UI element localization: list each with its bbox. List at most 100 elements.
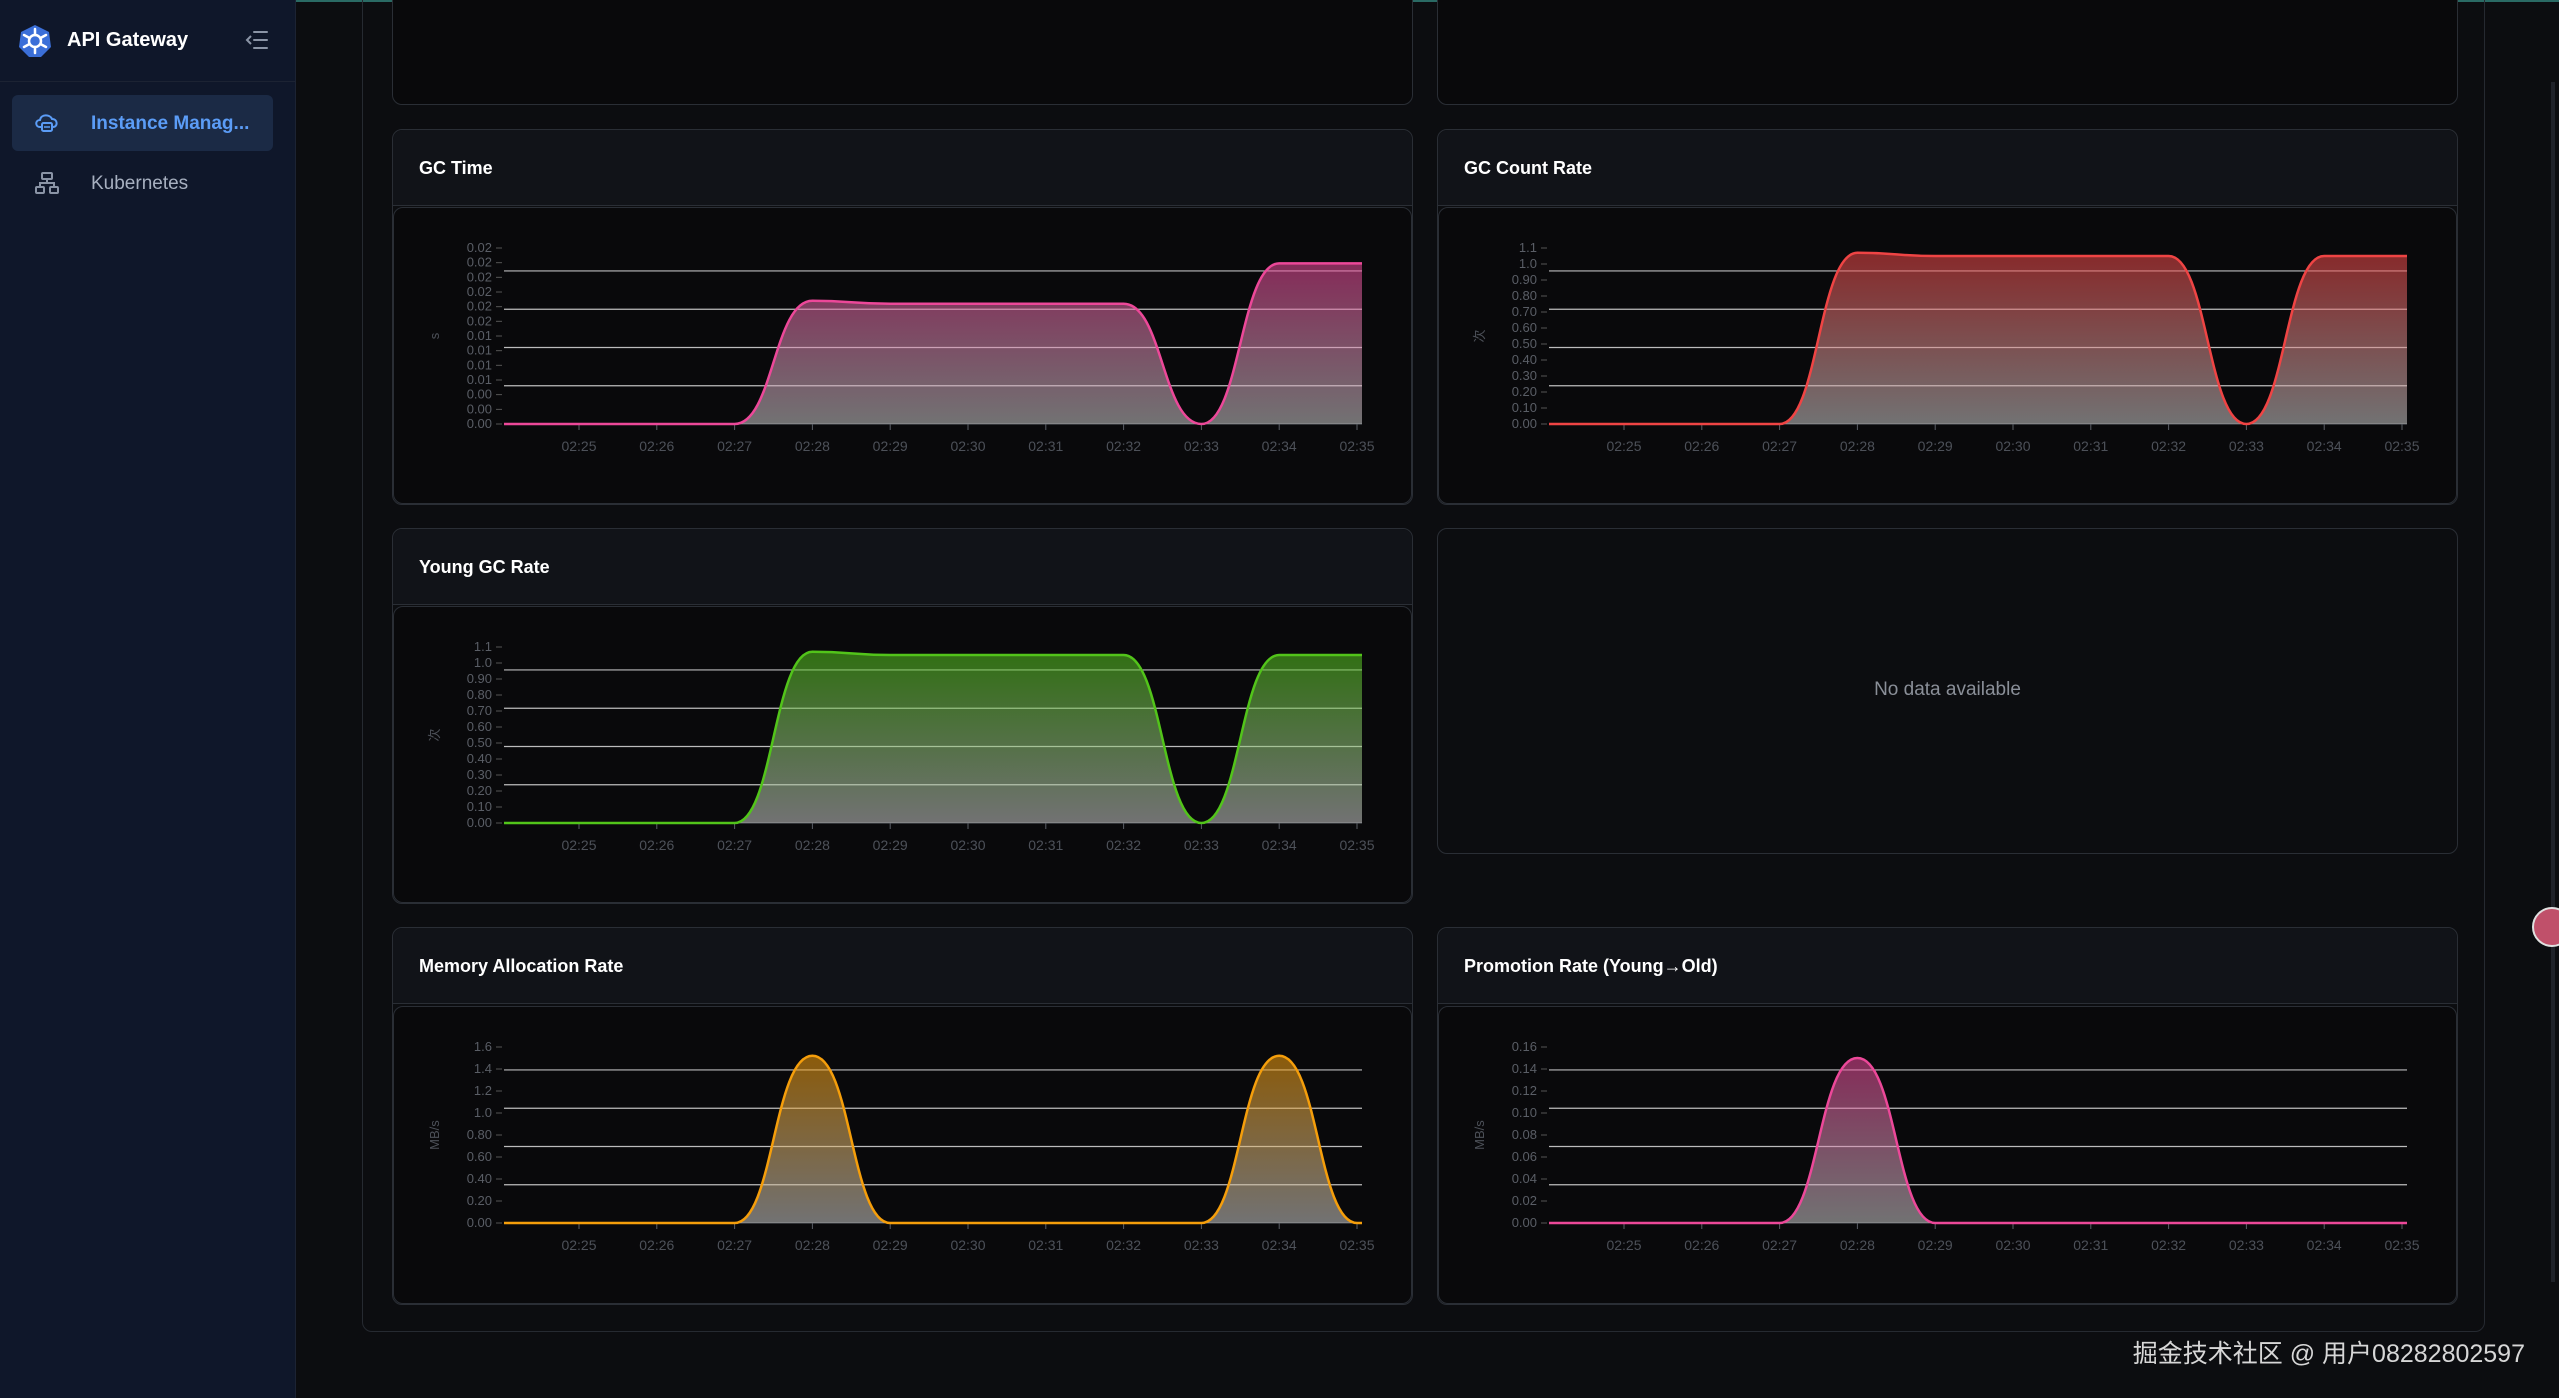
y-tick-label: 0.50 [467,735,492,750]
panel-title: GC Count Rate [1464,158,1592,178]
chart-gc-count-rate-svg: 0.000.100.200.300.400.500.600.700.800.90… [1472,240,2420,454]
chart-promotion-rate: 0.00 0.02 0.04 0.06 0.08 0.10 0.12 0.14 0.16 MB/s… [1438,1006,2457,1304]
panel-header: Promotion Rate (Young→Old) [1438,928,2457,1004]
x-tick-label: 02:26 [1684,1237,1719,1253]
dashboard-container [362,0,2485,1332]
y-tick-label: 0.90 [467,671,492,686]
sidebar-item-instance-management[interactable]: Instance Manag... [12,95,273,151]
y-tick-label: 0.20 [467,783,492,798]
x-tick-label: 02:30 [1995,438,2030,454]
y-tick-label: 1.0 [1519,256,1537,271]
x-tick-label: 02:33 [1184,837,1219,853]
y-tick-label: 0.00 [467,815,492,830]
x-tick-label: 02:29 [873,1237,908,1253]
x-tick-label: 02:31 [2073,1237,2108,1253]
sidebar-item-label: Kubernetes [91,173,189,194]
floating-action-button[interactable] [2532,907,2559,947]
scrollbar-track[interactable] [2551,82,2555,1282]
y-tick-label: 0.20 [467,1193,492,1208]
y-axis-label: MB/s [427,1120,442,1150]
x-tick-label: 02:30 [950,1237,985,1253]
panel-empty: No data available [1437,528,2458,854]
y-tick-label: 0.00 [467,401,492,416]
x-tick-label: 02:30 [950,438,985,454]
series-area [1549,252,2407,424]
y-tick-label: 0.10 [467,799,492,814]
y-tick-label: 0.00 [467,416,492,431]
y-tick-label: 0.02 [467,284,492,299]
x-tick-label: 02:34 [1262,1237,1297,1253]
y-tick-label: 0.00 [1512,416,1537,431]
x-tick-label: 02:26 [639,837,674,853]
y-tick-label: 1.0 [474,655,492,670]
x-tick-label: 02:30 [1995,1237,2030,1253]
x-tick-label: 02:30 [950,837,985,853]
y-axis-label: 次 [1472,329,1487,342]
panel-header: GC Count Rate [1438,130,2457,206]
y-tick-label: 0.70 [1512,304,1537,319]
x-tick-label: 02:29 [873,438,908,454]
y-tick-label: 0.00 [467,387,492,402]
x-tick-label: 02:33 [2229,1237,2264,1253]
x-tick-label: 02:27 [717,1237,752,1253]
y-tick-label: 0.02 [467,240,492,255]
panel-memory-allocation-rate: Memory Allocation Rate 0.00 0.20 0.40 0.60 0… [392,927,1413,1305]
x-tick-label: 02:32 [1106,438,1141,454]
top-accent-line [296,0,2559,2]
y-tick-label: 0.10 [1512,400,1537,415]
series-line [1548,251,2407,426]
y-tick-label: 0.00 [467,1215,492,1230]
cluster-icon [35,172,59,194]
y-tick-label: 0.02 [1512,1193,1537,1208]
y-tick-label: 0.20 [1512,384,1537,399]
panel-title: Young GC Rate [419,557,550,577]
chart-young-gc-rate: 0.00 0.10 0.20 0.30 0.40 0.50 0.60 0.70 0.80 0.90… [393,606,1412,903]
cloud-server-icon [35,114,58,132]
y-tick-label: 0.01 [467,357,492,372]
panel-title: Memory Allocation Rate [419,956,624,976]
x-tick-label: 02:35 [1339,438,1374,454]
chart-gc-time: 0.00 0.00 0.00 0.01 0.01 0.01 0.01 0.02 0.02 0.02… [393,207,1412,504]
chart-young-gc-rate-svg: 0.000.100.200.300.400.500.600.700.800.90… [427,639,1375,853]
x-tick-label: 02:29 [1918,1237,1953,1253]
y-tick-label: 0.50 [1512,336,1537,351]
x-tick-label: 02:34 [2307,438,2342,454]
x-tick-label: 02:25 [561,1237,596,1253]
x-tick-label: 02:28 [795,438,830,454]
y-tick-label: 0.30 [1512,368,1537,383]
collapse-menu-icon[interactable] [245,29,269,51]
y-tick-label: 0.02 [467,313,492,328]
panel-header: Young GC Rate [393,529,1412,605]
brand-header: API Gateway [0,0,296,82]
panel-header: GC Time [393,130,1412,206]
y-tick-label: 0.01 [467,372,492,387]
x-tick-label: 02:35 [2384,438,2419,454]
no-data-message: No data available [1874,679,2021,700]
sidebar-item-kubernetes[interactable]: Kubernetes [12,155,273,211]
x-tick-label: 02:27 [1762,1237,1797,1253]
chart-top-left-svg [393,0,1412,104]
x-tick-label: 02:25 [1606,1237,1641,1253]
panel-young-gc-rate: Young GC Rate 0.00 0.10 0.20 0.30 0.40 0.50 0.… [392,528,1413,904]
chart-top-left [393,0,1412,104]
x-tick-label: 02:28 [795,1237,830,1253]
x-tick-label: 02:35 [2384,1237,2419,1253]
y-tick-label: 0.00 [1512,1215,1537,1230]
chart-top-right [1438,0,2457,104]
y-tick-label: 0.16 [1512,1039,1537,1054]
y-tick-label: 0.30 [467,767,492,782]
y-tick-label: 0.40 [1512,352,1537,367]
series-area [1549,1058,2407,1223]
y-tick-label: 1.6 [474,1039,492,1054]
y-tick-label: 1.1 [474,639,492,654]
y-tick-label: 1.0 [474,1105,492,1120]
panel-title: Promotion Rate (Young→Old) [1464,956,1718,976]
x-tick-label: 02:25 [561,438,596,454]
x-tick-label: 02:34 [1262,837,1297,853]
y-tick-label: 0.60 [467,719,492,734]
series-line [503,1054,1362,1225]
chart-top-right-svg [1438,0,2457,104]
x-tick-label: 02:25 [1606,438,1641,454]
x-tick-label: 02:26 [639,438,674,454]
y-axis-label: s [427,332,442,339]
